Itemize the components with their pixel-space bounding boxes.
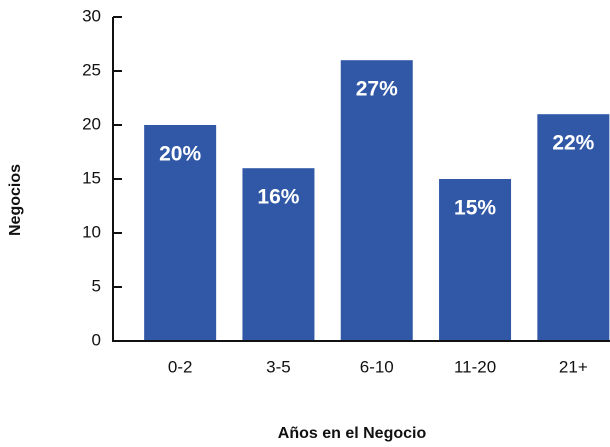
data-label: 16% [257, 186, 299, 209]
y-tick-label: 25 [82, 60, 101, 79]
y-tick-label: 10 [82, 222, 101, 241]
y-tick-label: 20 [82, 114, 101, 133]
y-axis-title: Negocios [7, 164, 24, 236]
y-tick-label: 5 [92, 276, 101, 295]
x-tick-label: 6-10 [360, 357, 394, 376]
data-label: 27% [356, 78, 398, 101]
bar [340, 60, 413, 341]
x-tick-label: 21+ [559, 357, 588, 376]
x-axis-title: Años en el Negocio [278, 425, 427, 442]
bar [537, 114, 610, 341]
x-tick-label: 3-5 [266, 357, 291, 376]
x-tick-label: 0-2 [168, 357, 193, 376]
y-tick-label: 15 [82, 168, 101, 187]
x-tick-label: 11-20 [454, 357, 496, 376]
y-tick-label: 0 [92, 330, 101, 349]
bar [144, 125, 217, 341]
y-tick-label: 30 [82, 6, 101, 25]
data-label: 20% [159, 143, 201, 166]
data-label: 15% [454, 197, 496, 220]
bar [439, 179, 512, 341]
bar [242, 168, 315, 341]
data-label: 22% [552, 132, 594, 155]
